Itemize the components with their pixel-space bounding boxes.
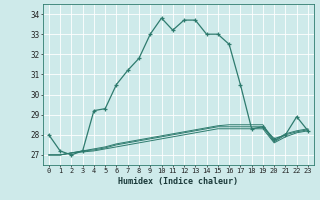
X-axis label: Humidex (Indice chaleur): Humidex (Indice chaleur) (118, 177, 238, 186)
